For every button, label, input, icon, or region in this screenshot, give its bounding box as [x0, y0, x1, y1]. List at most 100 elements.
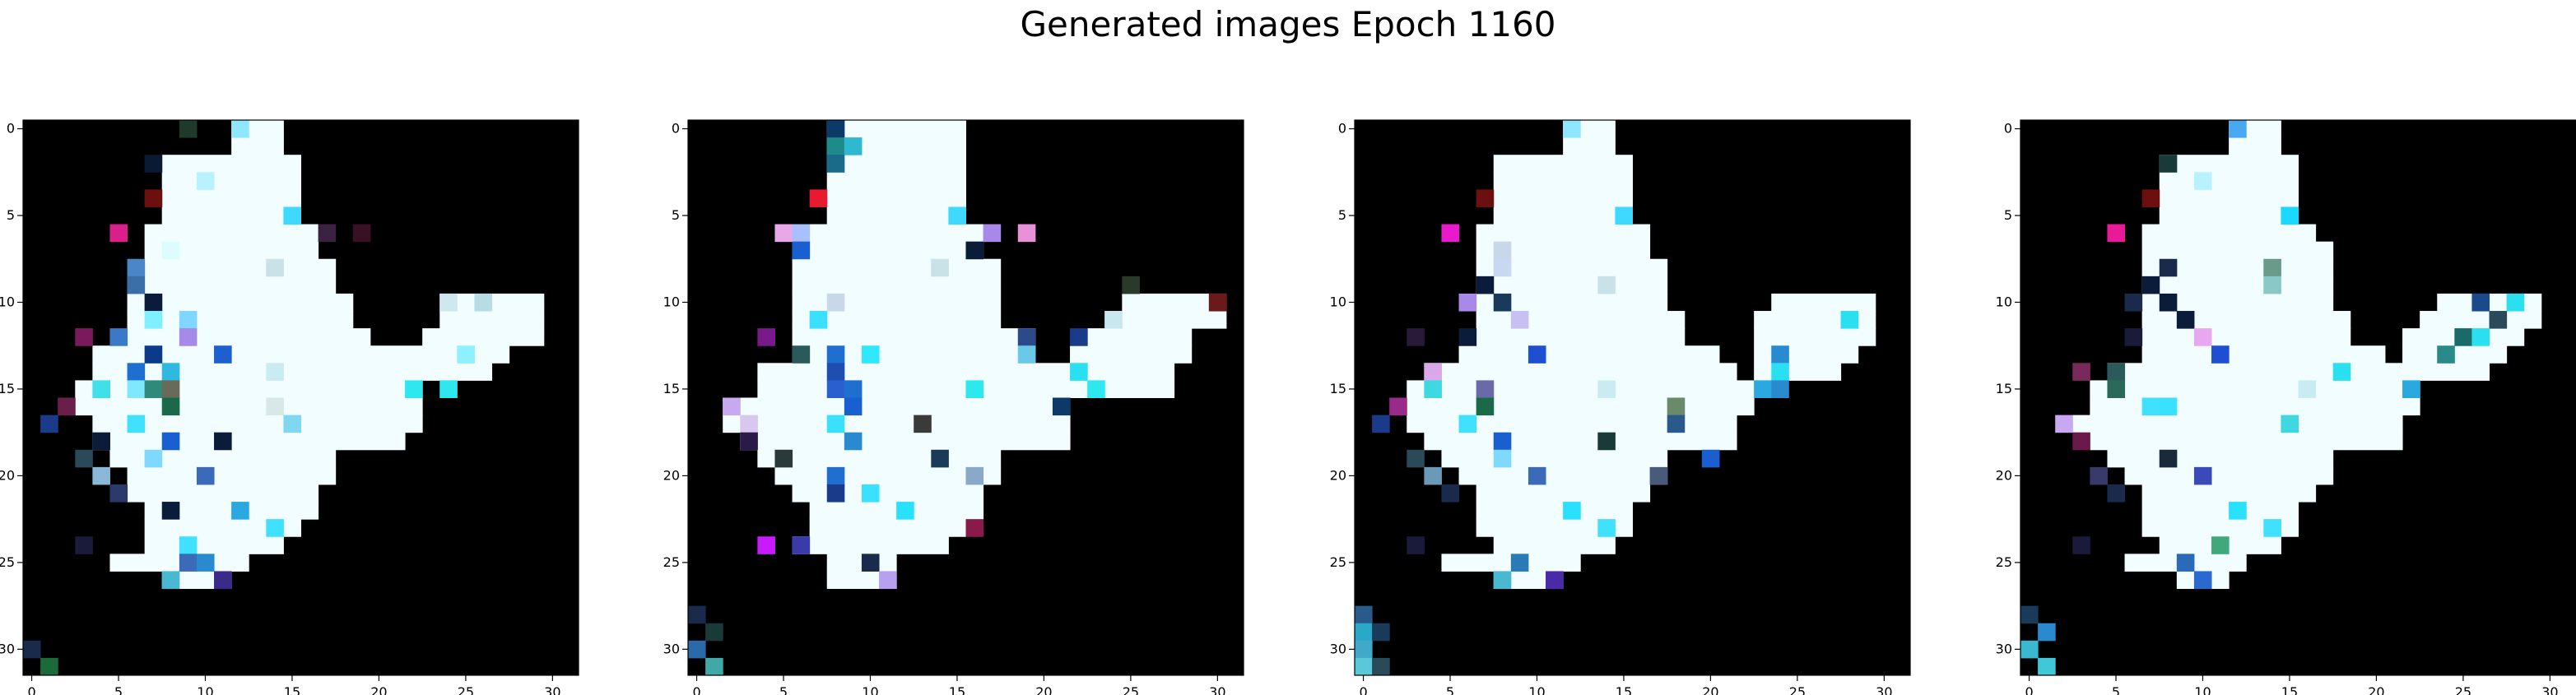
pixel-run [2072, 415, 2403, 433]
pixel-run [2141, 241, 2334, 260]
x-tick-label: 5 [114, 684, 123, 695]
pixel [2229, 120, 2247, 138]
pixel [2437, 345, 2455, 364]
pixel [2298, 380, 2317, 398]
pixel-run [1407, 397, 1755, 416]
panel-4: 0 5 10 15 20 25 30 0 5 10 15 20 25 30 [1996, 119, 2576, 695]
pixel [2107, 380, 2126, 398]
pixel [1510, 554, 1529, 572]
pixel [2263, 258, 2281, 277]
x-tick-label: 20 [1035, 684, 1052, 695]
pixel-run [2141, 258, 2334, 277]
pixel-run [161, 189, 301, 207]
x-tick-label: 5 [779, 684, 788, 695]
pixel [1771, 380, 1789, 398]
pixel [75, 449, 93, 468]
pixel [2038, 657, 2056, 676]
pixel-run [1754, 345, 1859, 364]
pixel [1476, 397, 1495, 416]
pixel [231, 502, 249, 520]
y-tick-label: 15 [663, 381, 680, 396]
pixel [844, 137, 863, 155]
pixel [161, 502, 180, 520]
pixel-run [1424, 363, 1737, 381]
pixel-run [1424, 432, 1737, 451]
pixel [179, 311, 198, 329]
pixel [2072, 363, 2090, 381]
pixel-run [1122, 293, 1227, 312]
pixel-run [1458, 466, 1668, 485]
pixel [2454, 328, 2472, 346]
pixel [1208, 293, 1227, 312]
pixel [214, 345, 232, 364]
pixel-run [2141, 224, 2317, 243]
pixel-run [792, 536, 949, 554]
pixel [774, 449, 793, 468]
pixel [965, 380, 984, 398]
pixel [2263, 276, 2281, 294]
pixel [179, 120, 198, 138]
pixel-run [1407, 415, 1737, 433]
pixel [92, 466, 110, 485]
pixel [109, 328, 128, 346]
y-tick-label: 0 [1338, 121, 1346, 137]
pixel-run [439, 311, 545, 329]
x-tick-label: 5 [2112, 684, 2120, 695]
pixel-run [1476, 328, 1686, 346]
pixel [861, 554, 880, 572]
pixel [23, 640, 41, 659]
pixel-run [2090, 397, 2420, 416]
pixel [861, 345, 880, 364]
pixel [826, 380, 845, 398]
pixel [40, 657, 58, 676]
pixel [826, 120, 845, 138]
y-tick-label: 20 [663, 467, 680, 483]
pixel [1615, 206, 1633, 225]
pixel [1355, 640, 1373, 659]
pixel [2107, 484, 2126, 503]
pixel [2038, 623, 2056, 642]
pixel [931, 258, 949, 277]
pixel [161, 397, 180, 416]
x-tick-label: 0 [2025, 684, 2033, 695]
pixel-run [2141, 328, 2351, 346]
pixel [144, 189, 163, 207]
pixel [948, 206, 966, 225]
pixel [826, 155, 845, 173]
pixel [844, 380, 863, 398]
pixel [809, 189, 828, 207]
pixel [1122, 276, 1140, 294]
pixel-run [1087, 328, 1193, 346]
pixel [792, 241, 811, 260]
pixel-run [1476, 276, 1668, 294]
pixel [1527, 466, 1546, 485]
pixel-run [1476, 241, 1651, 260]
pixel-run [1476, 502, 1633, 520]
pixel [965, 241, 984, 260]
pixel [2159, 449, 2178, 468]
pixel [2332, 363, 2351, 381]
pixel [2211, 536, 2230, 554]
pixel [792, 224, 811, 243]
pixel [723, 397, 741, 416]
pixel-run [127, 466, 337, 485]
pixel-run [1070, 363, 1175, 381]
pixel [75, 536, 93, 554]
y-tick-label: 30 [1996, 641, 2012, 656]
pixel [2159, 397, 2178, 416]
pixel [1510, 311, 1529, 329]
x-tick-label: 20 [1702, 684, 1718, 695]
pixel [1017, 224, 1036, 243]
pixel [1563, 502, 1581, 520]
pixel-run [92, 432, 406, 451]
pixel-run [1476, 258, 1668, 277]
pixel [2281, 415, 2299, 433]
pixel [2506, 293, 2525, 312]
pixel-run [2159, 206, 2299, 225]
x-tick-label: 30 [1209, 684, 1225, 695]
y-tick-label: 5 [2004, 207, 2012, 223]
pixel [196, 172, 215, 190]
pixel [2229, 502, 2247, 520]
pixel [196, 466, 215, 485]
